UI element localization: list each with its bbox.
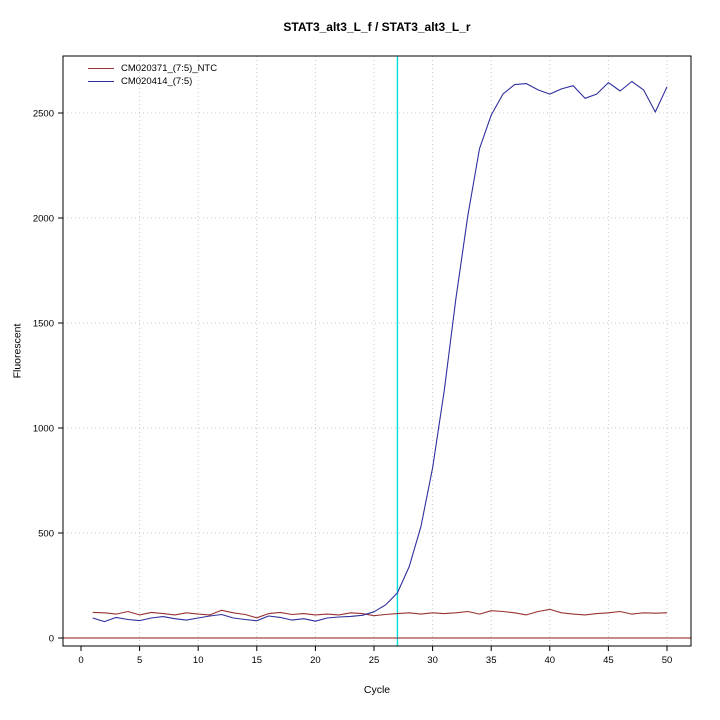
- legend-item-sample: CM020414_(7:5): [88, 75, 217, 88]
- svg-text:30: 30: [427, 655, 438, 666]
- svg-text:0: 0: [78, 655, 83, 666]
- svg-text:25: 25: [369, 655, 380, 666]
- legend-line-ntc-icon: [88, 68, 114, 69]
- legend: CM020371_(7:5)_NTC CM020414_(7:5): [88, 62, 217, 88]
- legend-label-ntc: CM020371_(7:5)_NTC: [121, 63, 218, 74]
- legend-label-sample: CM020414_(7:5): [121, 76, 193, 87]
- svg-text:500: 500: [38, 529, 54, 540]
- svg-text:40: 40: [545, 655, 556, 666]
- svg-text:15: 15: [252, 655, 263, 666]
- svg-text:20: 20: [310, 655, 321, 666]
- svg-text:5: 5: [137, 655, 142, 666]
- svg-text:2000: 2000: [33, 214, 54, 225]
- legend-line-sample-icon: [88, 81, 114, 82]
- svg-text:10: 10: [193, 655, 204, 666]
- svg-text:35: 35: [486, 655, 497, 666]
- svg-text:0: 0: [49, 634, 54, 645]
- svg-text:1000: 1000: [33, 424, 54, 435]
- svg-text:2500: 2500: [33, 109, 54, 120]
- legend-item-ntc: CM020371_(7:5)_NTC: [88, 62, 217, 75]
- chart-title: STAT3_alt3_L_f / STAT3_alt3_L_r: [283, 20, 471, 34]
- x-axis-label: Cycle: [363, 684, 391, 696]
- svg-text:50: 50: [662, 655, 673, 666]
- svg-text:1500: 1500: [33, 319, 54, 330]
- svg-text:45: 45: [603, 655, 614, 666]
